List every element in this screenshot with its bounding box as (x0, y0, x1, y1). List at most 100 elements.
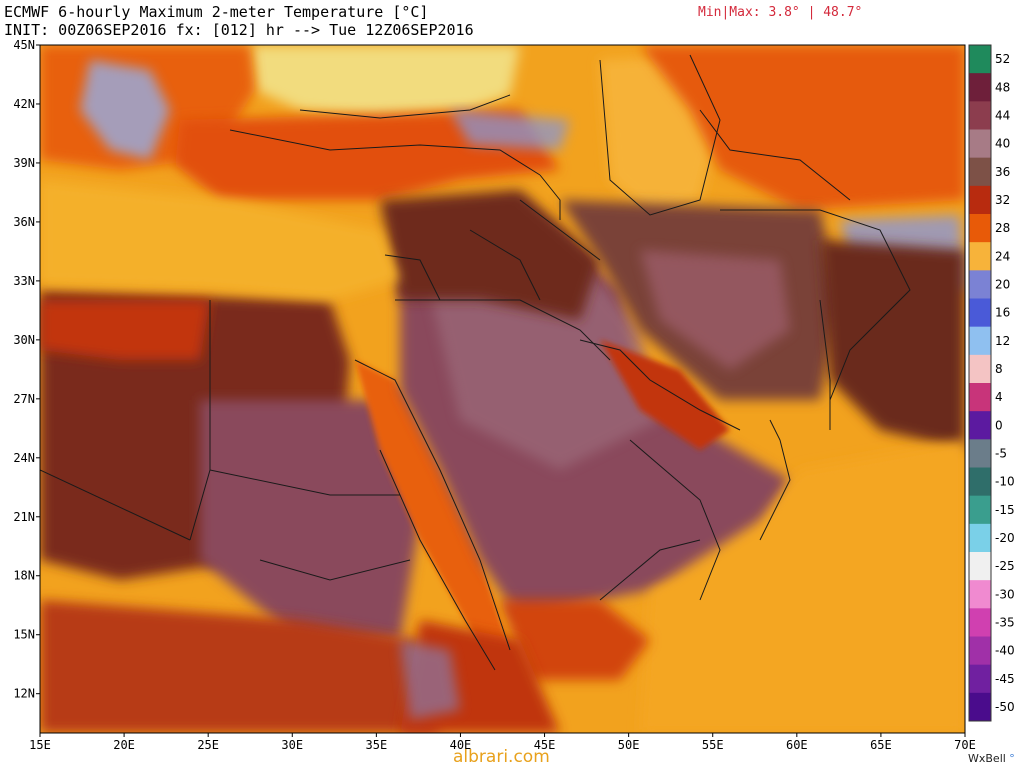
colorbar-swatch (969, 242, 991, 271)
map-title: ECMWF 6-hourly Maximum 2-meter Temperatu… (4, 3, 429, 21)
colorbar-label: 24 (995, 249, 1010, 263)
plot-frame (39, 44, 966, 734)
lat-tick-label: 27N (13, 392, 35, 406)
colorbar-label: 4 (995, 390, 1003, 404)
colorbar-label: -10 (995, 475, 1015, 489)
colorbar-swatch (969, 411, 991, 440)
balkan-mountains (80, 60, 170, 160)
lat-tick-label: 18N (13, 569, 35, 583)
lon-tick-label: 20E (113, 738, 135, 752)
mesopotamia-hot (380, 190, 600, 320)
brand-text: WxBell (968, 752, 1006, 765)
colorbar-label: 16 (995, 306, 1010, 320)
colorbar-swatch (969, 636, 991, 666)
persian-gulf (600, 340, 730, 450)
temperature-field (40, 45, 965, 733)
longitude-axis: 15E 20E 25E 30E 35E 40E 45E 50E 55E 60E 65E 70E (29, 733, 976, 752)
lon-tick-label: 40E (450, 738, 472, 752)
colorbar-swatch (969, 185, 991, 215)
lon-tick-label: 35E (366, 738, 388, 752)
pakistan-region (820, 240, 965, 450)
borders (40, 54, 911, 671)
colorbar-label: -40 (995, 644, 1015, 658)
lat-tick-label: 15N (13, 628, 35, 642)
lon-tick-label: 70E (954, 738, 976, 752)
libya-coast (40, 300, 210, 360)
lon-tick-label: 55E (702, 738, 724, 752)
colorbar-swatch (969, 664, 991, 694)
lon-tick-label: 65E (870, 738, 892, 752)
colorbar-swatch (969, 214, 991, 243)
lon-tick-label: 25E (197, 738, 219, 752)
yemen-coast (500, 600, 650, 680)
colorbar-label: 48 (995, 80, 1010, 94)
colorbar-label: 20 (995, 277, 1010, 291)
arabian-sea (640, 440, 965, 733)
colorbar-label: -20 (995, 531, 1015, 545)
lat-tick-label: 30N (13, 333, 35, 347)
colorbar-label: 12 (995, 334, 1010, 348)
red-sea (355, 360, 510, 670)
colorbar-label: -50 (995, 700, 1015, 714)
ethiopian-highlands (400, 640, 460, 720)
colorbar-swatch (969, 270, 991, 299)
colorbar-label: 44 (995, 108, 1010, 122)
colorbar-swatch (969, 495, 991, 525)
colorbar-swatch (969, 326, 991, 356)
colorbar-label: 40 (995, 137, 1010, 151)
colorbar-swatch (969, 73, 991, 102)
colorbar: 5248444036322824201612840-5-10-15-20-25-… (968, 44, 1015, 722)
colorbar-label: 28 (995, 221, 1010, 235)
latitude-axis: 45N 42N 39N 36N 33N 30N 27N 24N 21N 18N 15N 12N (13, 38, 40, 701)
lon-tick-label: 50E (618, 738, 640, 752)
colorbar-frame (968, 44, 992, 722)
black-sea-region (250, 45, 520, 118)
colorbar-swatch (969, 157, 991, 187)
colorbar-swatch (969, 467, 991, 497)
init-forecast-line: INIT: 00Z06SEP2016 fx: [012] hr --> Tue … (4, 21, 474, 39)
colorbar-swatch (969, 552, 991, 581)
caucasus-mountains (450, 110, 570, 150)
mediterranean-sea (40, 180, 400, 300)
colorbar-swatch (969, 383, 991, 412)
lat-tick-label: 42N (13, 97, 35, 111)
iran-desert (640, 250, 790, 370)
lat-tick-label: 12N (13, 687, 35, 701)
colorbar-label: -45 (995, 672, 1015, 686)
lon-tick-label: 45E (534, 738, 556, 752)
colorbar-label: -35 (995, 615, 1015, 629)
brand-logo: WxBell ° (968, 752, 1015, 765)
colorbar-label: -15 (995, 503, 1015, 517)
colorbar-swatch (969, 608, 991, 637)
egypt-sudan-desert (200, 400, 420, 640)
colorbar-swatch (969, 298, 991, 328)
colorbar-label: 36 (995, 165, 1010, 179)
minmax-readout: Min|Max: 3.8° | 48.7° (698, 5, 863, 20)
colorbar-swatch (969, 580, 991, 609)
brand-dot-icon: ° (1005, 752, 1015, 765)
lon-tick-label: 15E (29, 738, 51, 752)
lat-tick-label: 33N (13, 274, 35, 288)
colorbar-label: 32 (995, 193, 1010, 207)
lat-tick-label: 39N (13, 156, 35, 170)
lat-tick-label: 45N (13, 38, 35, 52)
colorbar-label: -5 (995, 446, 1007, 460)
lon-tick-label: 30E (281, 738, 303, 752)
sahel-region (40, 600, 440, 733)
lat-tick-label: 36N (13, 215, 35, 229)
colorbar-label: 8 (995, 362, 1003, 376)
colorbar-swatch (969, 523, 991, 553)
lat-tick-label: 24N (13, 451, 35, 465)
central-asia-region (640, 45, 965, 210)
colorbar-swatch (969, 129, 991, 159)
colorbar-swatch (969, 354, 991, 384)
colorbar-swatch (969, 45, 991, 74)
colorbar-label: -30 (995, 587, 1015, 601)
lon-tick-label: 60E (786, 738, 808, 752)
lat-tick-label: 21N (13, 510, 35, 524)
watermark-text: albrari.com (453, 747, 550, 767)
colorbar-swatch (969, 439, 991, 468)
colorbar-swatch (969, 692, 991, 722)
colorbar-swatch (969, 101, 991, 130)
